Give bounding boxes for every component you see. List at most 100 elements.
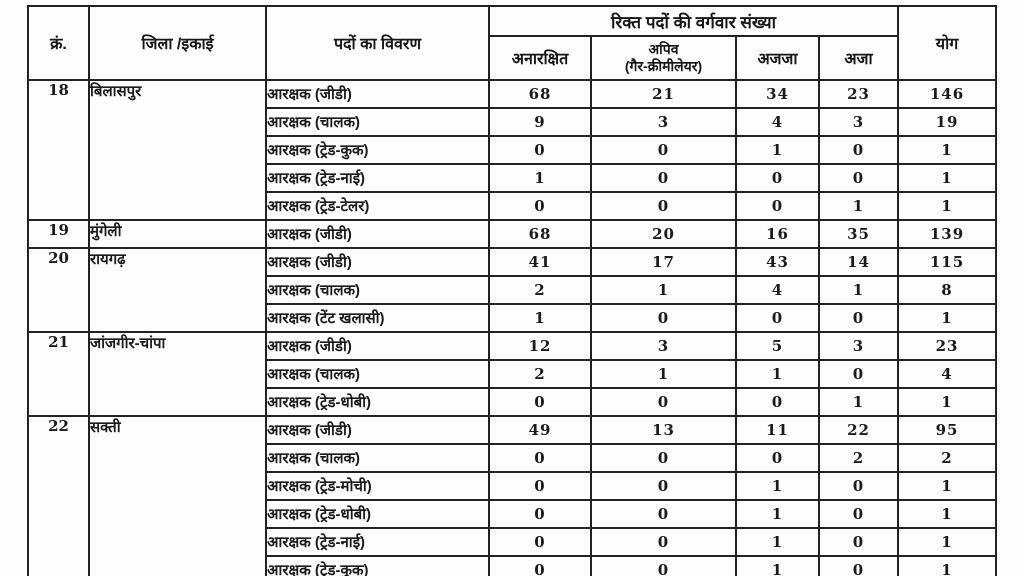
- table-row: 22 सक्ती आरक्षक (जीडी) 49 13 11 22 95: [27, 415, 998, 576]
- unreserved-cell: 9: [488, 107, 592, 137]
- total-cell: 8: [897, 275, 998, 305]
- table-row: आरक्षक (ट्रेड-कुक) 0 0 1 0 1: [28, 135, 998, 165]
- sc-cell: 0: [817, 471, 900, 501]
- header-post: पदों का विवरण: [265, 5, 490, 81]
- post-cell: आरक्षक (ट्रेड-धोबी): [265, 499, 490, 529]
- total-cell: 1: [897, 163, 998, 193]
- total-cell: 146: [897, 79, 998, 109]
- total-cell: 23: [897, 331, 998, 361]
- sc-cell: 1: [817, 387, 900, 417]
- header-sc: अजा: [817, 35, 900, 81]
- post-cell: आरक्षक (चालक): [265, 359, 490, 389]
- post-cell: आरक्षक (चालक): [265, 443, 490, 473]
- obc-cell: 0: [590, 443, 737, 473]
- sc-cell: 3: [817, 331, 900, 361]
- serial-cell: 18: [27, 79, 90, 221]
- st-cell: 1: [735, 499, 820, 529]
- table-row: 19 मुंगेली आरक्षक (जीडी) 68 20 16 35 139: [27, 219, 998, 249]
- table-row: 18 बिलासपुर आरक्षक (जीडी) 68 21 34 23 146: [27, 79, 998, 221]
- unreserved-cell: 41: [488, 247, 592, 277]
- obc-cell: 0: [590, 555, 737, 576]
- post-cell: आरक्षक (ट्रेड-कुक): [265, 555, 490, 576]
- unreserved-cell: 0: [488, 471, 592, 501]
- unreserved-cell: 1: [488, 163, 592, 193]
- total-cell: 1: [897, 303, 998, 333]
- unreserved-cell: 12: [488, 331, 592, 361]
- post-cell: आरक्षक (जीडी): [265, 247, 490, 277]
- st-cell: 0: [735, 303, 820, 333]
- st-cell: 0: [735, 443, 820, 473]
- header-unreserved: अनारक्षित: [488, 35, 592, 81]
- st-cell: 0: [735, 191, 820, 221]
- unreserved-cell: 2: [488, 359, 592, 389]
- unreserved-cell: 0: [488, 135, 592, 165]
- district-cell: रायगढ़: [88, 247, 267, 333]
- serial-cell: 22: [27, 415, 90, 576]
- sc-cell: 35: [817, 219, 900, 249]
- st-cell: 1: [735, 555, 820, 576]
- serial-cell: 21: [27, 331, 90, 417]
- obc-cell: 0: [590, 527, 737, 557]
- header-vacancy-group: रिक्त पदों की वर्गवार संख्या: [487, 5, 900, 37]
- st-cell: 1: [735, 471, 820, 501]
- total-cell: 95: [897, 415, 998, 445]
- obc-cell: 0: [590, 163, 737, 193]
- sc-cell: 23: [817, 79, 900, 109]
- unreserved-cell: 68: [488, 219, 592, 249]
- total-cell: 139: [897, 219, 998, 249]
- table-row: आरक्षक (ट्रेड-नाई) 1 0 0 0 1: [28, 163, 998, 193]
- post-cell: आरक्षक (ट्रेड-कुक): [265, 135, 490, 165]
- sc-cell: 0: [817, 135, 900, 165]
- obc-cell: 20: [590, 219, 737, 249]
- table-row: आरक्षक (ट्रेड-धोबी) 0 0 1 0 1: [28, 499, 998, 529]
- table-row: 21 जांजगीर-चांपा आरक्षक (जीडी) 12 3 5 3 23: [27, 331, 998, 417]
- header-district: जिला /इकाई: [88, 5, 267, 81]
- sc-cell: 0: [817, 163, 900, 193]
- total-cell: 19: [897, 107, 998, 137]
- st-cell: 5: [735, 331, 820, 361]
- obc-cell: 0: [590, 387, 737, 417]
- unreserved-cell: 0: [488, 387, 592, 417]
- post-cell: आरक्षक (जीडी): [265, 79, 490, 109]
- serial-cell: 20: [27, 247, 90, 333]
- district-cell: मुंगेली: [88, 219, 267, 249]
- unreserved-cell: 2: [488, 275, 592, 305]
- obc-cell: 0: [590, 191, 737, 221]
- unreserved-cell: 0: [488, 527, 592, 557]
- post-cell: आरक्षक (जीडी): [265, 219, 490, 249]
- table-row: आरक्षक (चालक) 2 1 4 1 8: [28, 275, 998, 305]
- obc-cell: 3: [590, 331, 737, 361]
- obc-cell: 17: [590, 247, 737, 277]
- st-cell: 34: [735, 79, 820, 109]
- st-cell: 1: [735, 135, 820, 165]
- table-row: आरक्षक (ट्रेड-कुक) 0 0 1 0 1: [28, 555, 998, 576]
- st-cell: 43: [735, 247, 820, 277]
- sc-cell: 0: [817, 359, 900, 389]
- unreserved-cell: 49: [488, 415, 592, 445]
- obc-cell: 1: [590, 275, 737, 305]
- total-cell: 1: [897, 191, 998, 221]
- district-cell: सक्ती: [88, 415, 267, 576]
- table-header: क्रं. जिला /इकाई पदों का विवरण रिक्त पदो…: [27, 5, 998, 81]
- table-row: आरक्षक (ट्रेड-मोची) 0 0 1 0 1: [28, 471, 998, 501]
- total-cell: 1: [897, 387, 998, 417]
- obc-cell: 13: [590, 415, 737, 445]
- st-cell: 1: [735, 359, 820, 389]
- obc-cell: 21: [590, 79, 737, 109]
- obc-cell: 1: [590, 359, 737, 389]
- table-row: आरक्षक (ट्रेड-धोबी) 0 0 0 1 1: [28, 387, 998, 417]
- unreserved-cell: 0: [488, 191, 592, 221]
- table-row: आरक्षक (टेंट खलासी) 1 0 0 0 1: [28, 303, 998, 333]
- st-cell: 1: [735, 527, 820, 557]
- st-cell: 4: [735, 107, 820, 137]
- post-cell: आरक्षक (ट्रेड-धोबी): [265, 387, 490, 417]
- total-cell: 2: [897, 443, 998, 473]
- total-cell: 1: [897, 471, 998, 501]
- unreserved-cell: 0: [488, 499, 592, 529]
- total-cell: 1: [897, 135, 998, 165]
- obc-cell: 0: [590, 303, 737, 333]
- unreserved-cell: 1: [488, 303, 592, 333]
- total-cell: 1: [897, 499, 998, 529]
- post-cell: आरक्षक (जीडी): [265, 415, 490, 445]
